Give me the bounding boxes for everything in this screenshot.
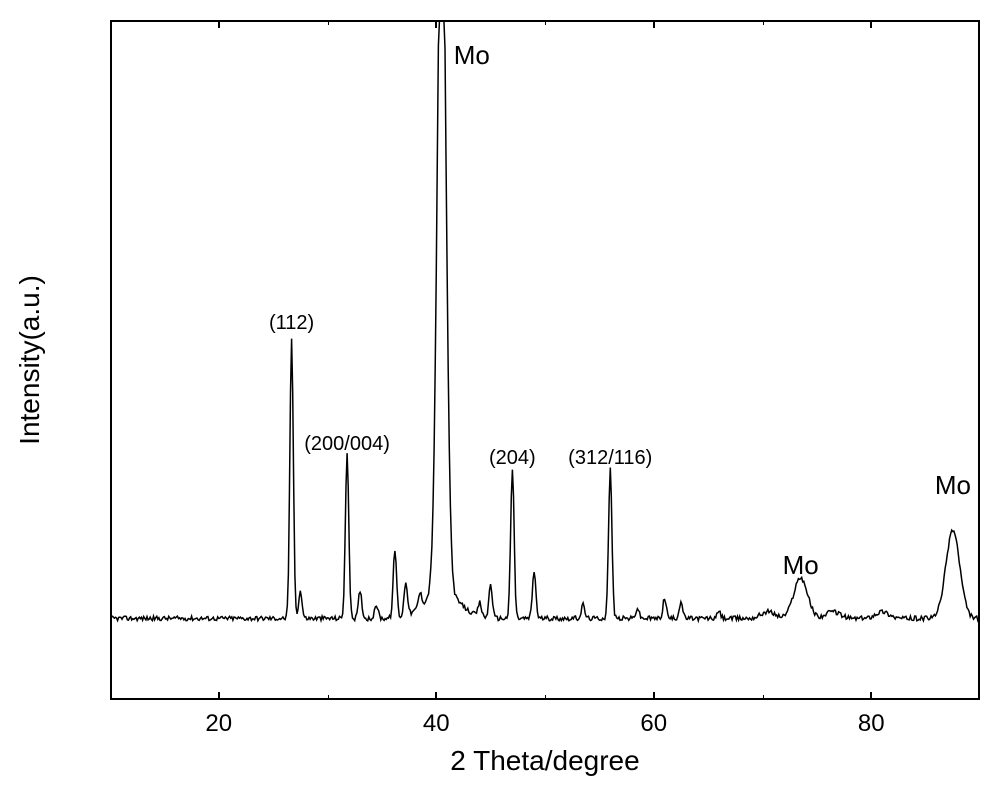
x-axis-label: 2 Theta/degree bbox=[450, 745, 639, 777]
peak-label: (112) bbox=[269, 312, 314, 335]
x-tick-minor bbox=[763, 695, 764, 700]
peak-label: (200/004) bbox=[304, 433, 390, 456]
y-axis-label: Intensity(a.u.) bbox=[14, 275, 46, 445]
x-tick-minor bbox=[328, 20, 329, 25]
x-tick bbox=[218, 692, 220, 700]
peak-label-mo: Mo bbox=[454, 40, 490, 71]
peak-label-mo: Mo bbox=[783, 550, 819, 581]
x-tick bbox=[218, 20, 220, 28]
x-tick-label: 80 bbox=[858, 710, 885, 738]
peak-label: (204) bbox=[489, 447, 536, 470]
peak-label-mo: Mo bbox=[935, 470, 971, 501]
x-tick-label: 40 bbox=[423, 710, 450, 738]
peak-label: (312/116) bbox=[568, 447, 652, 470]
x-tick bbox=[435, 20, 437, 28]
x-tick bbox=[435, 692, 437, 700]
xrd-line-plot bbox=[0, 0, 1000, 786]
x-tick bbox=[653, 20, 655, 28]
x-tick bbox=[870, 692, 872, 700]
xrd-chart: Intensity(a.u.) 2 Theta/degree 20 40 60 80 (… bbox=[0, 0, 1000, 786]
x-tick bbox=[653, 692, 655, 700]
x-tick-minor bbox=[763, 20, 764, 25]
x-tick bbox=[870, 20, 872, 28]
x-tick-minor bbox=[328, 695, 329, 700]
x-tick-minor bbox=[545, 695, 546, 700]
x-tick-minor bbox=[545, 20, 546, 25]
x-tick-label: 60 bbox=[640, 710, 667, 738]
x-tick-label: 20 bbox=[205, 710, 232, 738]
